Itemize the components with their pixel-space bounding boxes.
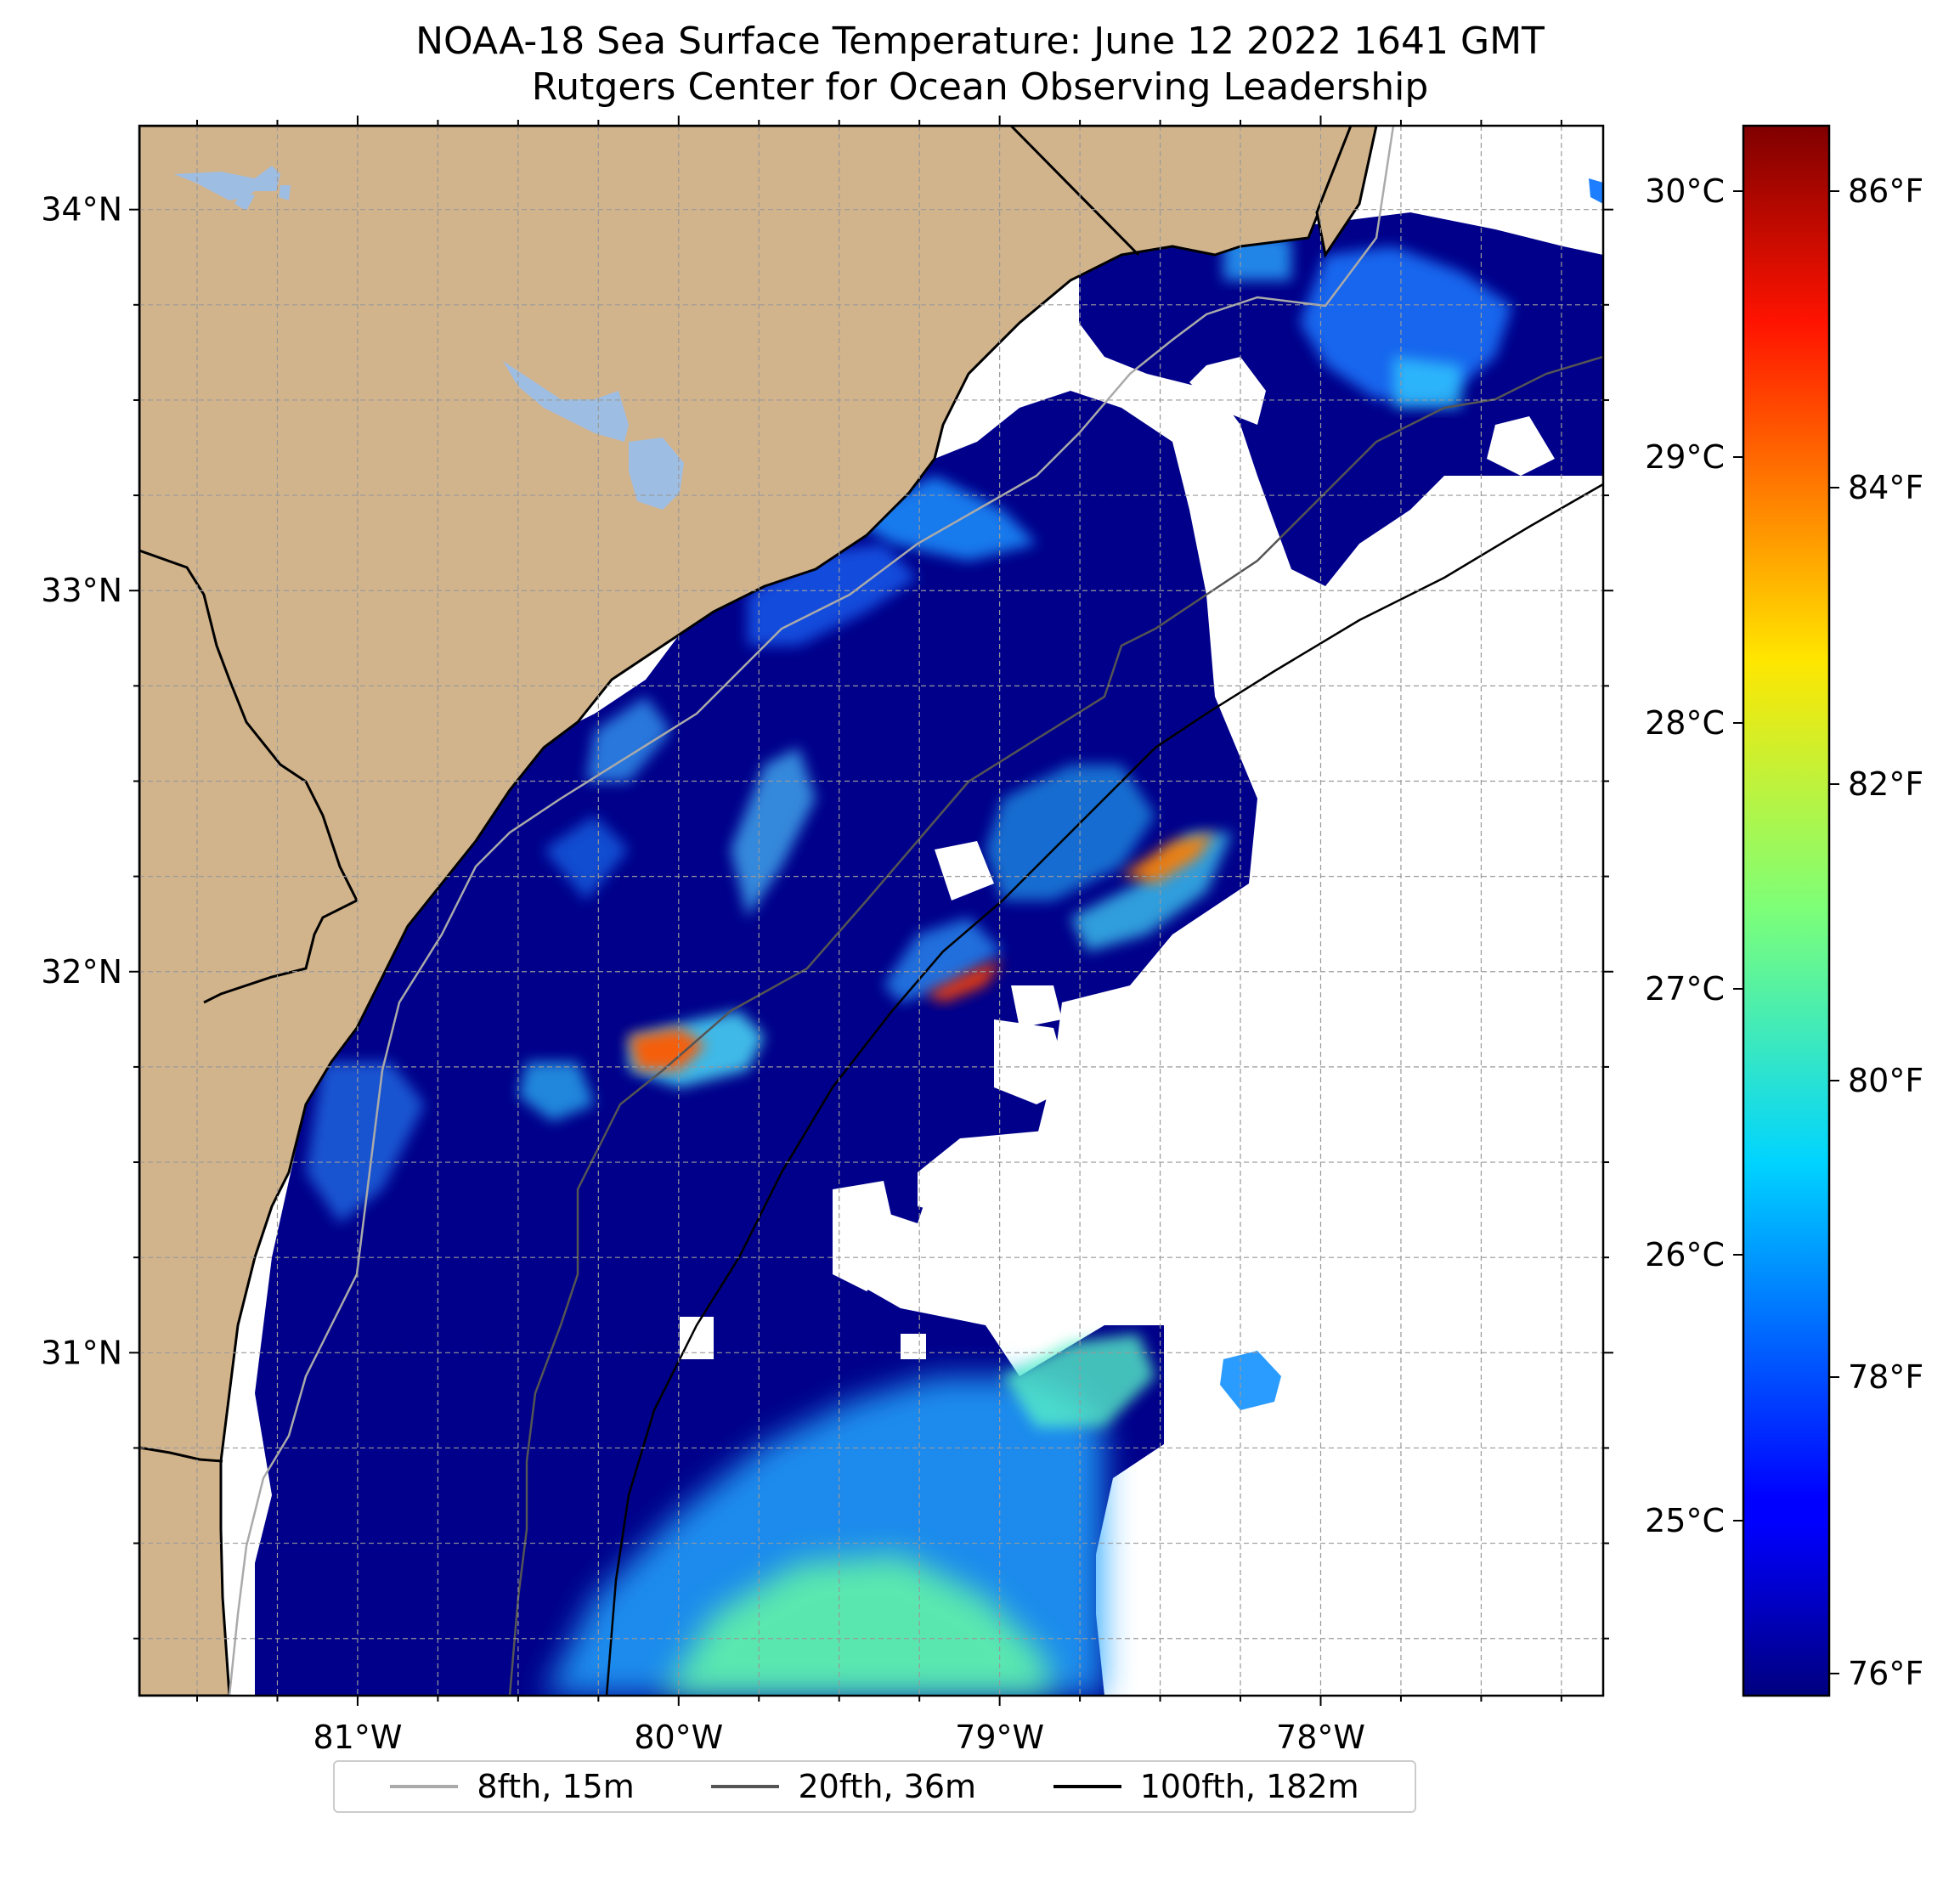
plot-frame [138, 124, 1605, 1697]
title-line-2: Rutgers Center for Ocean Observing Leade… [531, 65, 1429, 109]
lat-tick-label: 34°N [41, 191, 122, 229]
legend-label: 100fth, 182m [1139, 1768, 1359, 1805]
colorbar [1742, 124, 1831, 1697]
legend-item-20fth: 20fth, 36m [711, 1768, 976, 1805]
colorbar-f-label: 86°F [1848, 172, 1923, 210]
lat-tick-label: 31°N [41, 1334, 122, 1371]
lon-tick-label: 81°W [313, 1719, 402, 1756]
colorbar-c-label: 26°C [1645, 1236, 1725, 1273]
colorbar-fahrenheit-ticks: 86°F 84°F 82°F 80°F 78°F 76°F [1829, 172, 1923, 1692]
longitude-axis: 81°W 80°W 79°W 78°W [196, 116, 1562, 1756]
colorbar-f-label: 78°F [1848, 1358, 1923, 1396]
colorbar-c-label: 25°C [1645, 1502, 1725, 1539]
colorbar-c-label: 29°C [1645, 438, 1725, 476]
land [139, 126, 1378, 1696]
bathymetry-contours [228, 126, 1603, 1696]
colorbar-c-label: 30°C [1645, 172, 1725, 210]
colorbar-c-label: 28°C [1645, 704, 1725, 742]
legend-item-100fth: 100fth, 182m [1053, 1768, 1359, 1805]
latitude-axis: 34°N 33°N 32°N 31°N [41, 191, 1613, 1640]
lakes [174, 166, 684, 510]
gridlines [139, 126, 1603, 1696]
legend-swatch [711, 1785, 780, 1788]
colorbar-celsius-ticks: 30°C 29°C 28°C 27°C 26°C 25°C [1645, 172, 1743, 1539]
title-line-1: NOAA-18 Sea Surface Temperature: June 12… [415, 20, 1545, 63]
bathymetry-legend: 8fth, 15m 20fth, 36m 100fth, 182m [333, 1760, 1416, 1813]
legend-swatch [390, 1785, 459, 1788]
legend-label: 20fth, 36m [798, 1768, 977, 1805]
legend-label: 8fth, 15m [477, 1768, 635, 1805]
lat-tick-label: 33°N [41, 572, 122, 609]
colorbar-f-label: 76°F [1848, 1655, 1923, 1692]
lon-tick-label: 79°W [955, 1719, 1044, 1756]
legend-swatch [1053, 1785, 1121, 1788]
sst-patch-east [1220, 1351, 1281, 1410]
lon-tick-label: 80°W [634, 1719, 723, 1756]
lat-tick-label: 32°N [41, 953, 122, 991]
sst-patch-ne [1589, 178, 1603, 204]
legend-item-8fth: 8fth, 15m [390, 1768, 635, 1805]
map-title: NOAA-18 Sea Surface Temperature: June 12… [0, 19, 1960, 110]
sst-field [255, 212, 1603, 1696]
colorbar-f-label: 84°F [1848, 469, 1923, 506]
colorbar-c-label: 27°C [1645, 970, 1725, 1008]
colorbar-f-label: 80°F [1848, 1062, 1923, 1099]
colorbar-f-label: 82°F [1848, 765, 1923, 803]
lon-tick-label: 78°W [1276, 1719, 1365, 1756]
cloud-mask [680, 357, 1555, 1359]
